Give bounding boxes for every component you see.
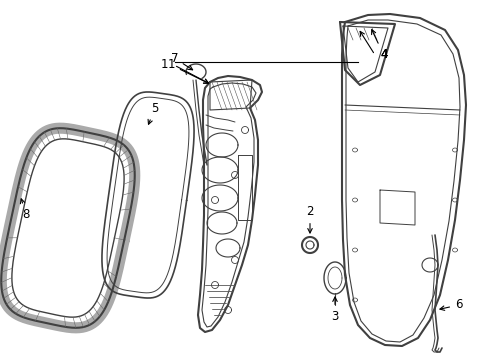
Text: 4: 4 [371,30,388,62]
Text: 2: 2 [306,205,314,233]
Text: 4: 4 [380,49,388,62]
Text: 8: 8 [21,199,30,221]
Text: 7: 7 [171,51,193,70]
Text: 4: 4 [380,49,388,62]
Text: 1: 1 [161,58,168,72]
Text: 6: 6 [440,298,463,311]
Text: 3: 3 [331,297,339,323]
Text: 5: 5 [148,102,159,124]
Text: 1: 1 [168,58,208,83]
